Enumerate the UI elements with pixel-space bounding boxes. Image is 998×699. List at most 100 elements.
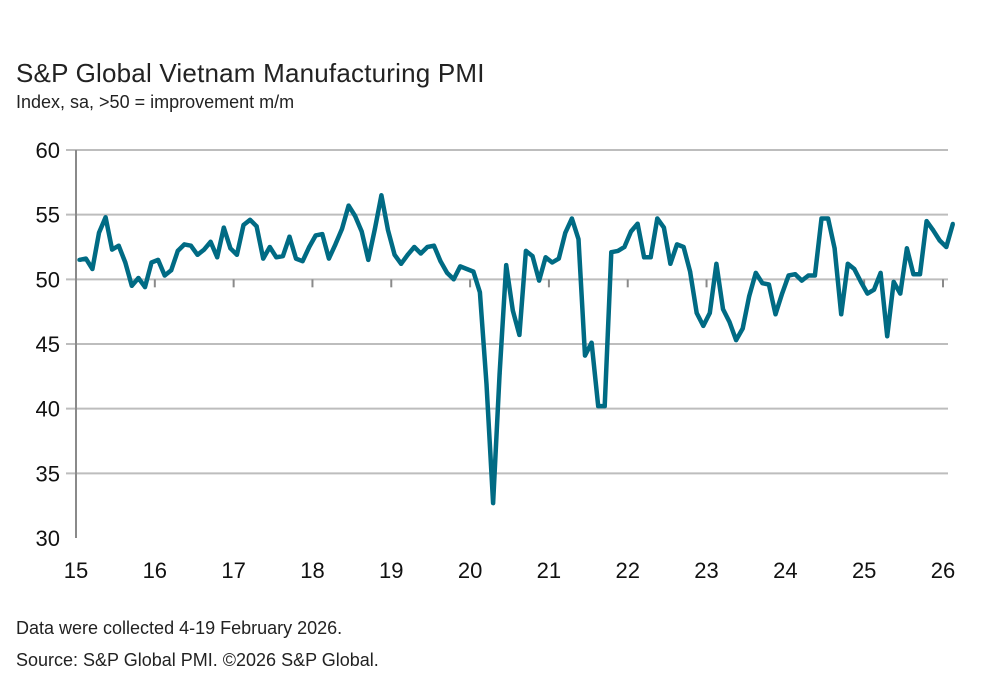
data-point — [701, 323, 706, 328]
data-point — [471, 269, 476, 274]
data-point — [221, 225, 226, 230]
data-point — [425, 245, 430, 249]
data-point — [142, 285, 147, 290]
data-point — [740, 326, 745, 331]
data-point — [747, 294, 752, 299]
data-point — [399, 261, 404, 266]
data-point — [576, 237, 581, 242]
data-point — [182, 242, 187, 247]
data-point — [714, 261, 719, 266]
data-point — [707, 310, 712, 315]
data-point — [208, 239, 213, 244]
data-point — [136, 276, 141, 281]
data-point — [622, 245, 627, 249]
data-point — [156, 257, 161, 262]
data-point — [826, 216, 831, 221]
x-tick-label: 18 — [300, 558, 324, 583]
data-point — [832, 246, 837, 251]
data-point — [629, 229, 634, 234]
data-point — [537, 278, 542, 283]
x-tick-label: 23 — [694, 558, 718, 583]
data-point — [353, 213, 358, 218]
data-point — [326, 256, 331, 261]
y-tick-label: 50 — [36, 267, 60, 292]
data-point — [734, 338, 739, 343]
data-point — [911, 272, 916, 277]
data-point — [287, 234, 292, 239]
data-point — [753, 270, 758, 275]
data-point — [372, 226, 377, 231]
x-tick-label: 15 — [64, 558, 88, 583]
x-tick-label: 17 — [221, 558, 245, 583]
data-point — [852, 266, 857, 271]
data-point — [228, 246, 233, 251]
data-point — [858, 279, 863, 284]
data-point — [773, 312, 778, 317]
data-point — [615, 248, 620, 253]
data-point — [898, 291, 903, 296]
data-point — [799, 278, 804, 283]
data-point — [589, 340, 594, 345]
y-tick-label: 35 — [36, 461, 60, 486]
data-point — [655, 216, 660, 221]
data-point — [405, 252, 410, 257]
x-tick-label: 19 — [379, 558, 403, 583]
data-point — [885, 334, 890, 339]
data-point — [90, 266, 95, 271]
data-point — [661, 225, 666, 230]
data-point — [780, 291, 785, 296]
data-point — [195, 252, 200, 257]
data-point — [924, 219, 929, 224]
data-point — [688, 269, 693, 274]
data-point — [149, 260, 154, 265]
data-point — [261, 256, 266, 261]
data-point — [431, 243, 436, 248]
data-point — [550, 260, 555, 265]
data-point — [609, 250, 614, 255]
data-point — [445, 270, 450, 275]
data-point — [162, 273, 167, 278]
data-point — [872, 287, 877, 292]
source-note: Source: S&P Global PMI. ©2026 S&P Global… — [16, 650, 379, 670]
data-point — [543, 255, 548, 260]
data-point — [77, 257, 82, 262]
data-point — [392, 252, 397, 257]
x-tick-label: 25 — [852, 558, 876, 583]
data-point — [451, 277, 456, 282]
data-point — [379, 193, 384, 198]
data-point — [891, 279, 896, 284]
data-point — [950, 221, 955, 226]
data-point — [340, 226, 345, 231]
data-point — [300, 259, 305, 264]
data-collection-note: Data were collected 4-19 February 2026. — [16, 618, 343, 638]
data-point — [694, 310, 699, 315]
series-pmi — [77, 193, 956, 506]
data-point — [806, 273, 811, 278]
data-point — [438, 259, 443, 264]
data-point — [569, 216, 574, 221]
data-point — [385, 228, 390, 233]
data-point — [766, 282, 771, 287]
data-point — [786, 273, 791, 278]
data-point — [635, 221, 640, 226]
y-tick-label: 55 — [36, 203, 60, 228]
x-tick-label: 24 — [773, 558, 797, 583]
data-point — [215, 255, 220, 260]
data-point — [248, 217, 253, 222]
data-point — [103, 215, 108, 220]
data-point — [96, 230, 101, 235]
data-point — [583, 353, 588, 358]
data-point — [497, 371, 502, 376]
data-point — [878, 270, 883, 275]
data-point — [346, 203, 351, 208]
data-point — [602, 404, 607, 409]
data-point — [307, 245, 312, 249]
data-point — [668, 261, 673, 266]
data-point — [812, 273, 817, 278]
data-point — [510, 308, 515, 313]
data-point — [530, 254, 535, 259]
x-tick-label: 20 — [458, 558, 482, 583]
data-point — [720, 307, 725, 312]
data-point — [648, 255, 653, 260]
chart-title: S&P Global Vietnam Manufacturing PMI — [16, 58, 485, 88]
